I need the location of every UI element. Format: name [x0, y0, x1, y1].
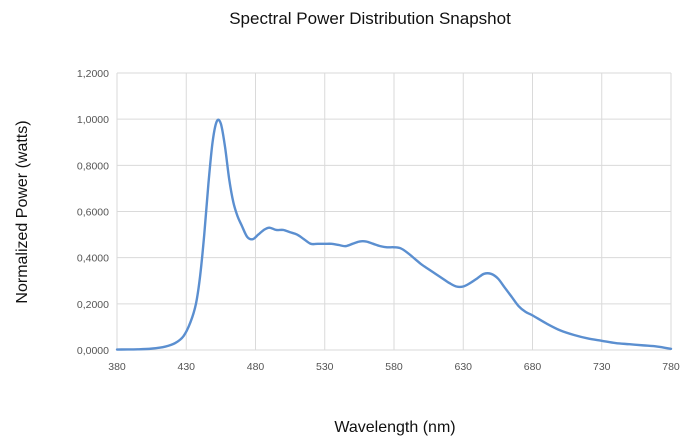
x-tick-label: 380 — [108, 361, 126, 373]
series-group — [115, 118, 673, 351]
x-tick-label: 480 — [247, 361, 265, 373]
y-tick-label: 1,0000 — [77, 114, 109, 126]
chart-title: Spectral Power Distribution Snapshot — [229, 9, 511, 28]
x-tick-label: 530 — [316, 361, 334, 373]
x-tick-label: 780 — [662, 361, 680, 373]
y-tick-label: 0,8000 — [77, 160, 109, 172]
x-tick-label: 730 — [593, 361, 611, 373]
y-tick-label: 0,2000 — [77, 299, 109, 311]
x-tick-label: 430 — [177, 361, 195, 373]
y-tick-labels: 0,0000 0,2000 0,4000 0,6000 0,8000 1,0000 1,20… — [77, 68, 109, 357]
series-line — [115, 118, 673, 351]
x-tick-label: 580 — [385, 361, 403, 373]
x-tick-label: 680 — [524, 361, 542, 373]
y-tick-label: 0,4000 — [77, 253, 109, 265]
x-tick-labels: 380 430 480 530 580 630 680 730 780 — [108, 361, 680, 373]
y-axis-title: Normalized Power (watts) — [14, 120, 31, 303]
y-tick-label: 1,2000 — [77, 68, 109, 80]
x-tick-label: 630 — [454, 361, 472, 373]
grid — [116, 72, 672, 351]
x-axis-title: Wavelength (nm) — [334, 419, 455, 436]
y-tick-label: 0,0000 — [77, 345, 109, 357]
y-tick-label: 0,6000 — [77, 207, 109, 219]
